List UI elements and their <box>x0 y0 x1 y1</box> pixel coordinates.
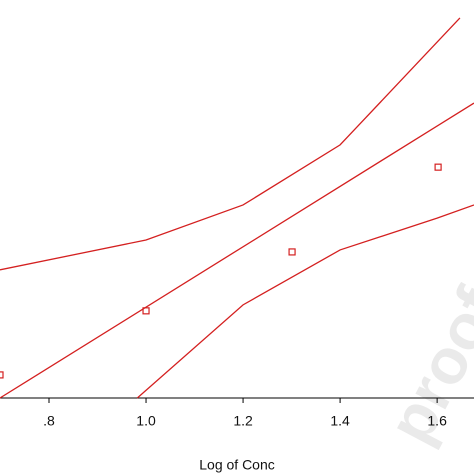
line <box>136 204 474 399</box>
line <box>0 102 474 399</box>
x-tick-label: 1.2 <box>233 413 253 429</box>
watermark: proof <box>374 276 474 455</box>
point <box>434 163 442 171</box>
point <box>0 371 4 379</box>
x-tick-label: .8 <box>43 413 55 429</box>
point <box>288 248 296 256</box>
line <box>0 17 461 271</box>
x-axis-label: Log of Conc <box>199 457 275 473</box>
x-tick-label: 1.6 <box>427 413 447 429</box>
x-tick-label: 1.0 <box>136 413 156 429</box>
x-tick-label: 1.4 <box>330 413 350 429</box>
